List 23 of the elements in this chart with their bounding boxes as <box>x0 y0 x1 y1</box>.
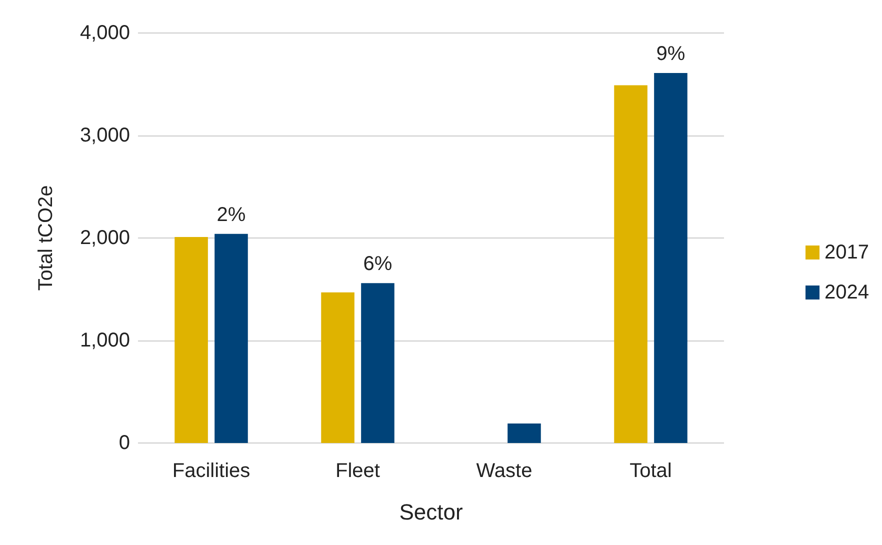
bar <box>174 236 208 443</box>
annotation: 9% <box>656 42 686 65</box>
y-axis-title: Total tCO2e <box>35 185 57 291</box>
bar <box>214 234 248 443</box>
bar <box>654 72 688 443</box>
y-tick-label: 0 <box>118 432 130 454</box>
bar <box>614 85 648 443</box>
bar <box>508 424 541 443</box>
bar <box>361 283 394 443</box>
x-axis-title: Sector <box>399 500 463 524</box>
y-tick-label: 3,000 <box>80 124 130 146</box>
y-tick-label: 2,000 <box>80 227 130 249</box>
bar <box>321 292 354 443</box>
y-tick-label: 4,000 <box>80 22 130 44</box>
x-tick-label: Facilities <box>172 460 250 482</box>
annotation: 2% <box>216 204 246 226</box>
x-tick-label: Total <box>630 460 672 482</box>
y-tick-label: 1,000 <box>80 330 130 352</box>
x-tick-label: Fleet <box>336 460 380 482</box>
x-tick-label: Waste <box>476 460 532 482</box>
legend-label: 2024 <box>824 282 870 304</box>
annotation: 6% <box>363 253 392 276</box>
legend-label: 2017 <box>824 242 870 264</box>
